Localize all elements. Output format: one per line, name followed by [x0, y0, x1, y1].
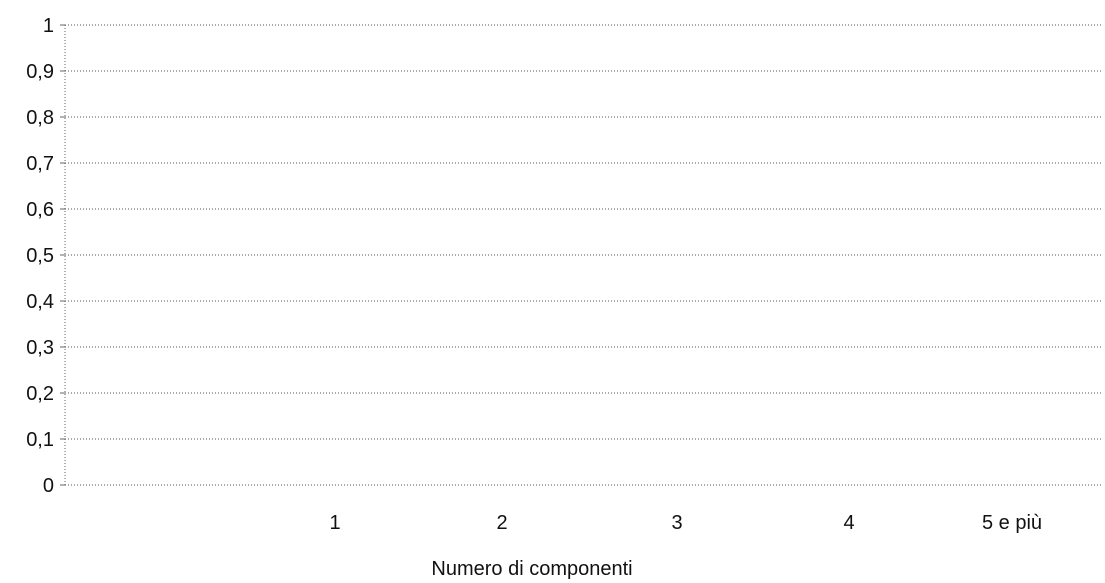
x-tick-labels: 1 2 3 4 5 e più — [329, 512, 1042, 534]
grid-layer — [65, 24, 1102, 486]
y-tick-label: 0 — [43, 475, 54, 497]
x-axis-title: Numero di componenti — [431, 558, 632, 580]
y-tick-label: 0,3 — [26, 337, 54, 359]
x-tick-label: 3 — [671, 512, 682, 534]
y-tick-labels: 0 0,1 0,2 0,3 0,4 0,5 0,6 0,7 0,8 0,9 1 — [26, 15, 54, 497]
y-tick-label: 1 — [43, 15, 54, 37]
y-tick-label: 0,6 — [26, 199, 54, 221]
y-tick-label: 0,1 — [26, 429, 54, 451]
x-tick-label: 4 — [843, 512, 854, 534]
y-tick-label: 0,5 — [26, 245, 54, 267]
y-tick-label: 0,8 — [26, 107, 54, 129]
x-tick-label: 2 — [496, 512, 507, 534]
axis-layer — [60, 24, 66, 486]
y-tick-label: 0,9 — [26, 61, 54, 83]
x-tick-label: 5 e più — [982, 512, 1042, 534]
x-tick-label: 1 — [329, 512, 340, 534]
y-tick-label: 0,7 — [26, 153, 54, 175]
y-tick-label: 0,2 — [26, 383, 54, 405]
y-tick-label: 0,4 — [26, 291, 54, 313]
